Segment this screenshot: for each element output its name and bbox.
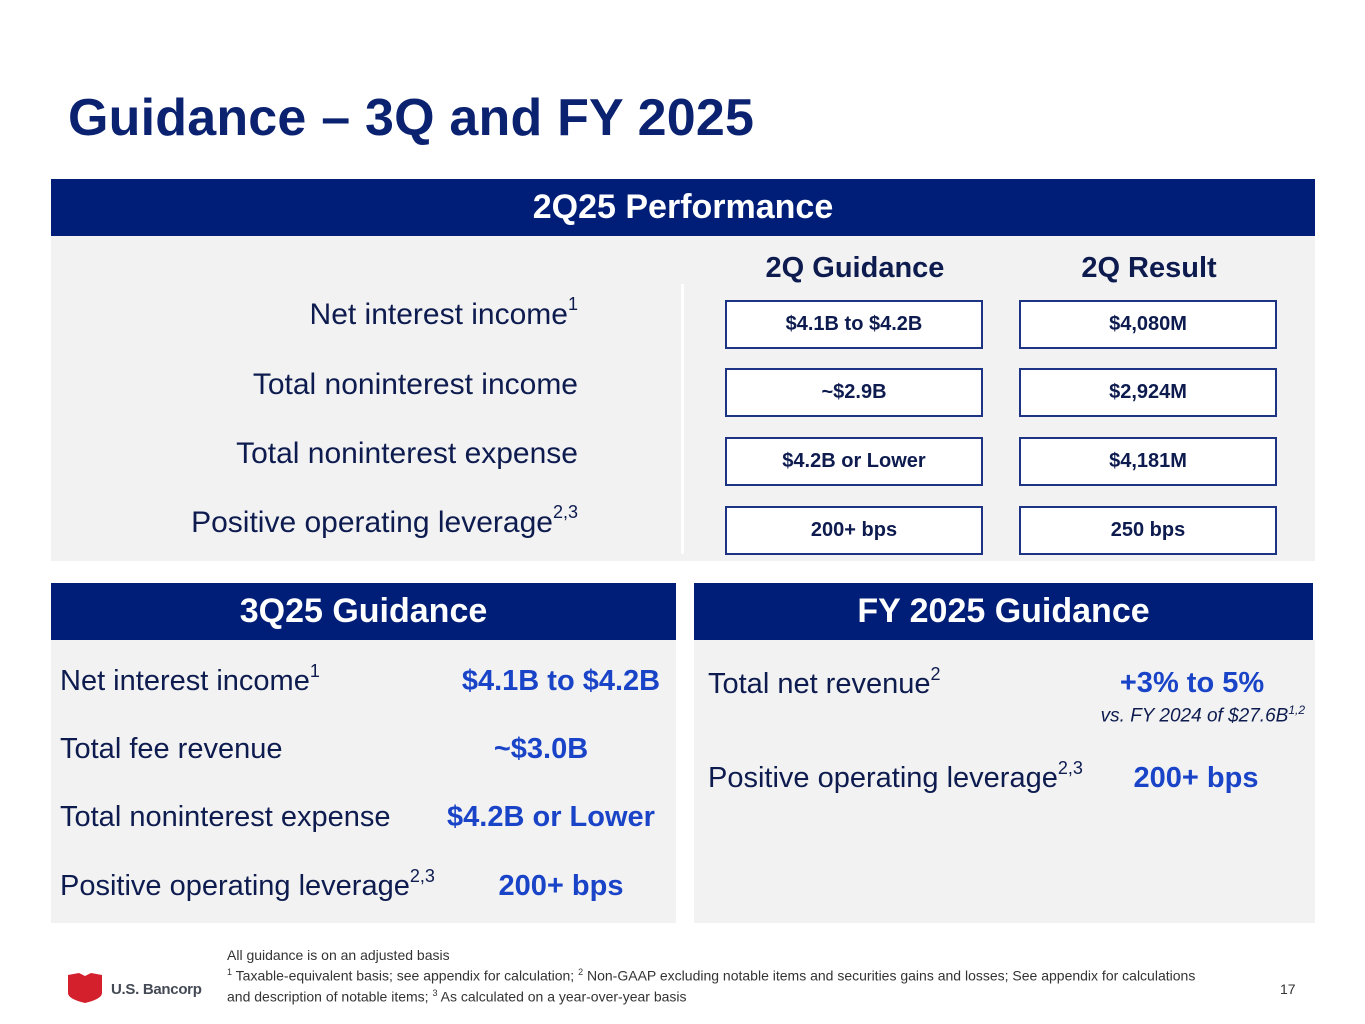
footnotes: All guidance is on an adjusted basis 1 T… <box>227 947 1217 1005</box>
fy-panel <box>694 640 1315 923</box>
q3-value-leverage: 200+ bps <box>498 870 624 902</box>
footnote-basis: All guidance is on an adjusted basis <box>227 947 450 963</box>
fy-note-text: vs. FY 2024 of $27.6B <box>1100 705 1289 727</box>
perf-footnote-mark: 2,3 <box>552 502 578 522</box>
q3-label-text: Net interest income <box>60 665 310 697</box>
perf-footnote-mark: 1 <box>567 294 578 314</box>
fy-revenue-note: vs. FY 2024 of $27.6B1,2 <box>1101 703 1305 727</box>
us-bancorp-shield-icon <box>68 973 102 1003</box>
perf-label-nonint-income: Total noninterest income <box>253 368 578 402</box>
footnote-mark-3: 3 <box>432 987 438 998</box>
perf-label-text: Positive operating leverage <box>191 506 553 539</box>
q3-label-text: Positive operating leverage <box>60 870 410 902</box>
page-number: 17 <box>1280 981 1296 997</box>
q3-panel <box>51 640 676 923</box>
q3-value-fee: ~$3.0B <box>493 733 589 765</box>
q3-label-nii: Net interest income1 <box>60 661 320 698</box>
col-head-result: 2Q Result <box>1081 252 1217 284</box>
q3-label-fee: Total fee revenue <box>60 733 283 765</box>
fy-header: FY 2025 Guidance <box>694 583 1313 640</box>
guidance-box-nii: $4.1B to $4.2B <box>725 300 983 349</box>
footnote-1: Taxable-equivalent basis; see appendix f… <box>232 967 579 984</box>
q3-label-expense: Total noninterest expense <box>60 801 391 833</box>
result-box-leverage: 250 bps <box>1019 506 1277 555</box>
fy-label-text: Total net revenue <box>708 668 931 700</box>
footnote-3: As calculated on a year-over-year basis <box>437 988 687 1005</box>
performance-divider <box>681 284 684 554</box>
fy-value-leverage: 200+ bps <box>1133 762 1259 794</box>
fy-label-revenue: Total net revenue2 <box>708 664 941 701</box>
footnote-details: 1 Taxable-equivalent basis; see appendix… <box>227 964 1217 1005</box>
perf-label-nonint-expense: Total noninterest expense <box>236 437 578 471</box>
q3-header: 3Q25 Guidance <box>51 583 676 640</box>
fy-header-label: FY 2025 Guidance <box>857 592 1150 630</box>
logo-text: U.S. Bancorp <box>111 981 202 998</box>
result-box-nonint-income: $2,924M <box>1019 368 1277 417</box>
guidance-box-nonint-expense: $4.2B or Lower <box>725 437 983 486</box>
result-box-nii: $4,080M <box>1019 300 1277 349</box>
perf-label-text: Net interest income <box>309 298 568 331</box>
q3-value-expense: $4.2B or Lower <box>447 801 655 833</box>
result-box-nonint-expense: $4,181M <box>1019 437 1277 486</box>
performance-header: 2Q25 Performance <box>51 179 1315 236</box>
guidance-box-nonint-income: ~$2.9B <box>725 368 983 417</box>
col-head-guidance: 2Q Guidance <box>765 252 945 284</box>
fy-note-footnote-mark: 1,2 <box>1288 703 1305 717</box>
page-title: Guidance – 3Q and FY 2025 <box>68 89 755 147</box>
footnote-mark-1: 1 <box>227 967 233 977</box>
footnote-2: Non-GAAP excluding notable items and sec… <box>227 967 1196 1005</box>
fy-label-leverage: Positive operating leverage2,3 <box>708 758 1083 795</box>
guidance-box-leverage: 200+ bps <box>725 506 983 555</box>
fy-label-text: Positive operating leverage <box>708 762 1058 794</box>
perf-label-text: Total noninterest income <box>252 368 578 401</box>
footnote-mark-2: 2 <box>578 967 584 977</box>
q3-footnote-mark: 2,3 <box>409 866 435 886</box>
performance-header-label: 2Q25 Performance <box>532 188 834 226</box>
q3-footnote-mark: 1 <box>309 661 320 681</box>
q3-label-leverage: Positive operating leverage2,3 <box>60 866 435 903</box>
q3-value-nii: $4.1B to $4.2B <box>461 665 661 697</box>
fy-value-revenue: +3% to 5% <box>1119 667 1265 699</box>
fy-footnote-mark: 2 <box>930 664 941 684</box>
perf-label-nii: Net interest income1 <box>309 294 578 332</box>
q3-header-label: 3Q25 Guidance <box>239 592 488 630</box>
perf-label-text: Total noninterest expense <box>236 437 578 470</box>
perf-label-leverage: Positive operating leverage2,3 <box>191 502 578 540</box>
fy-footnote-mark: 2,3 <box>1057 758 1083 778</box>
